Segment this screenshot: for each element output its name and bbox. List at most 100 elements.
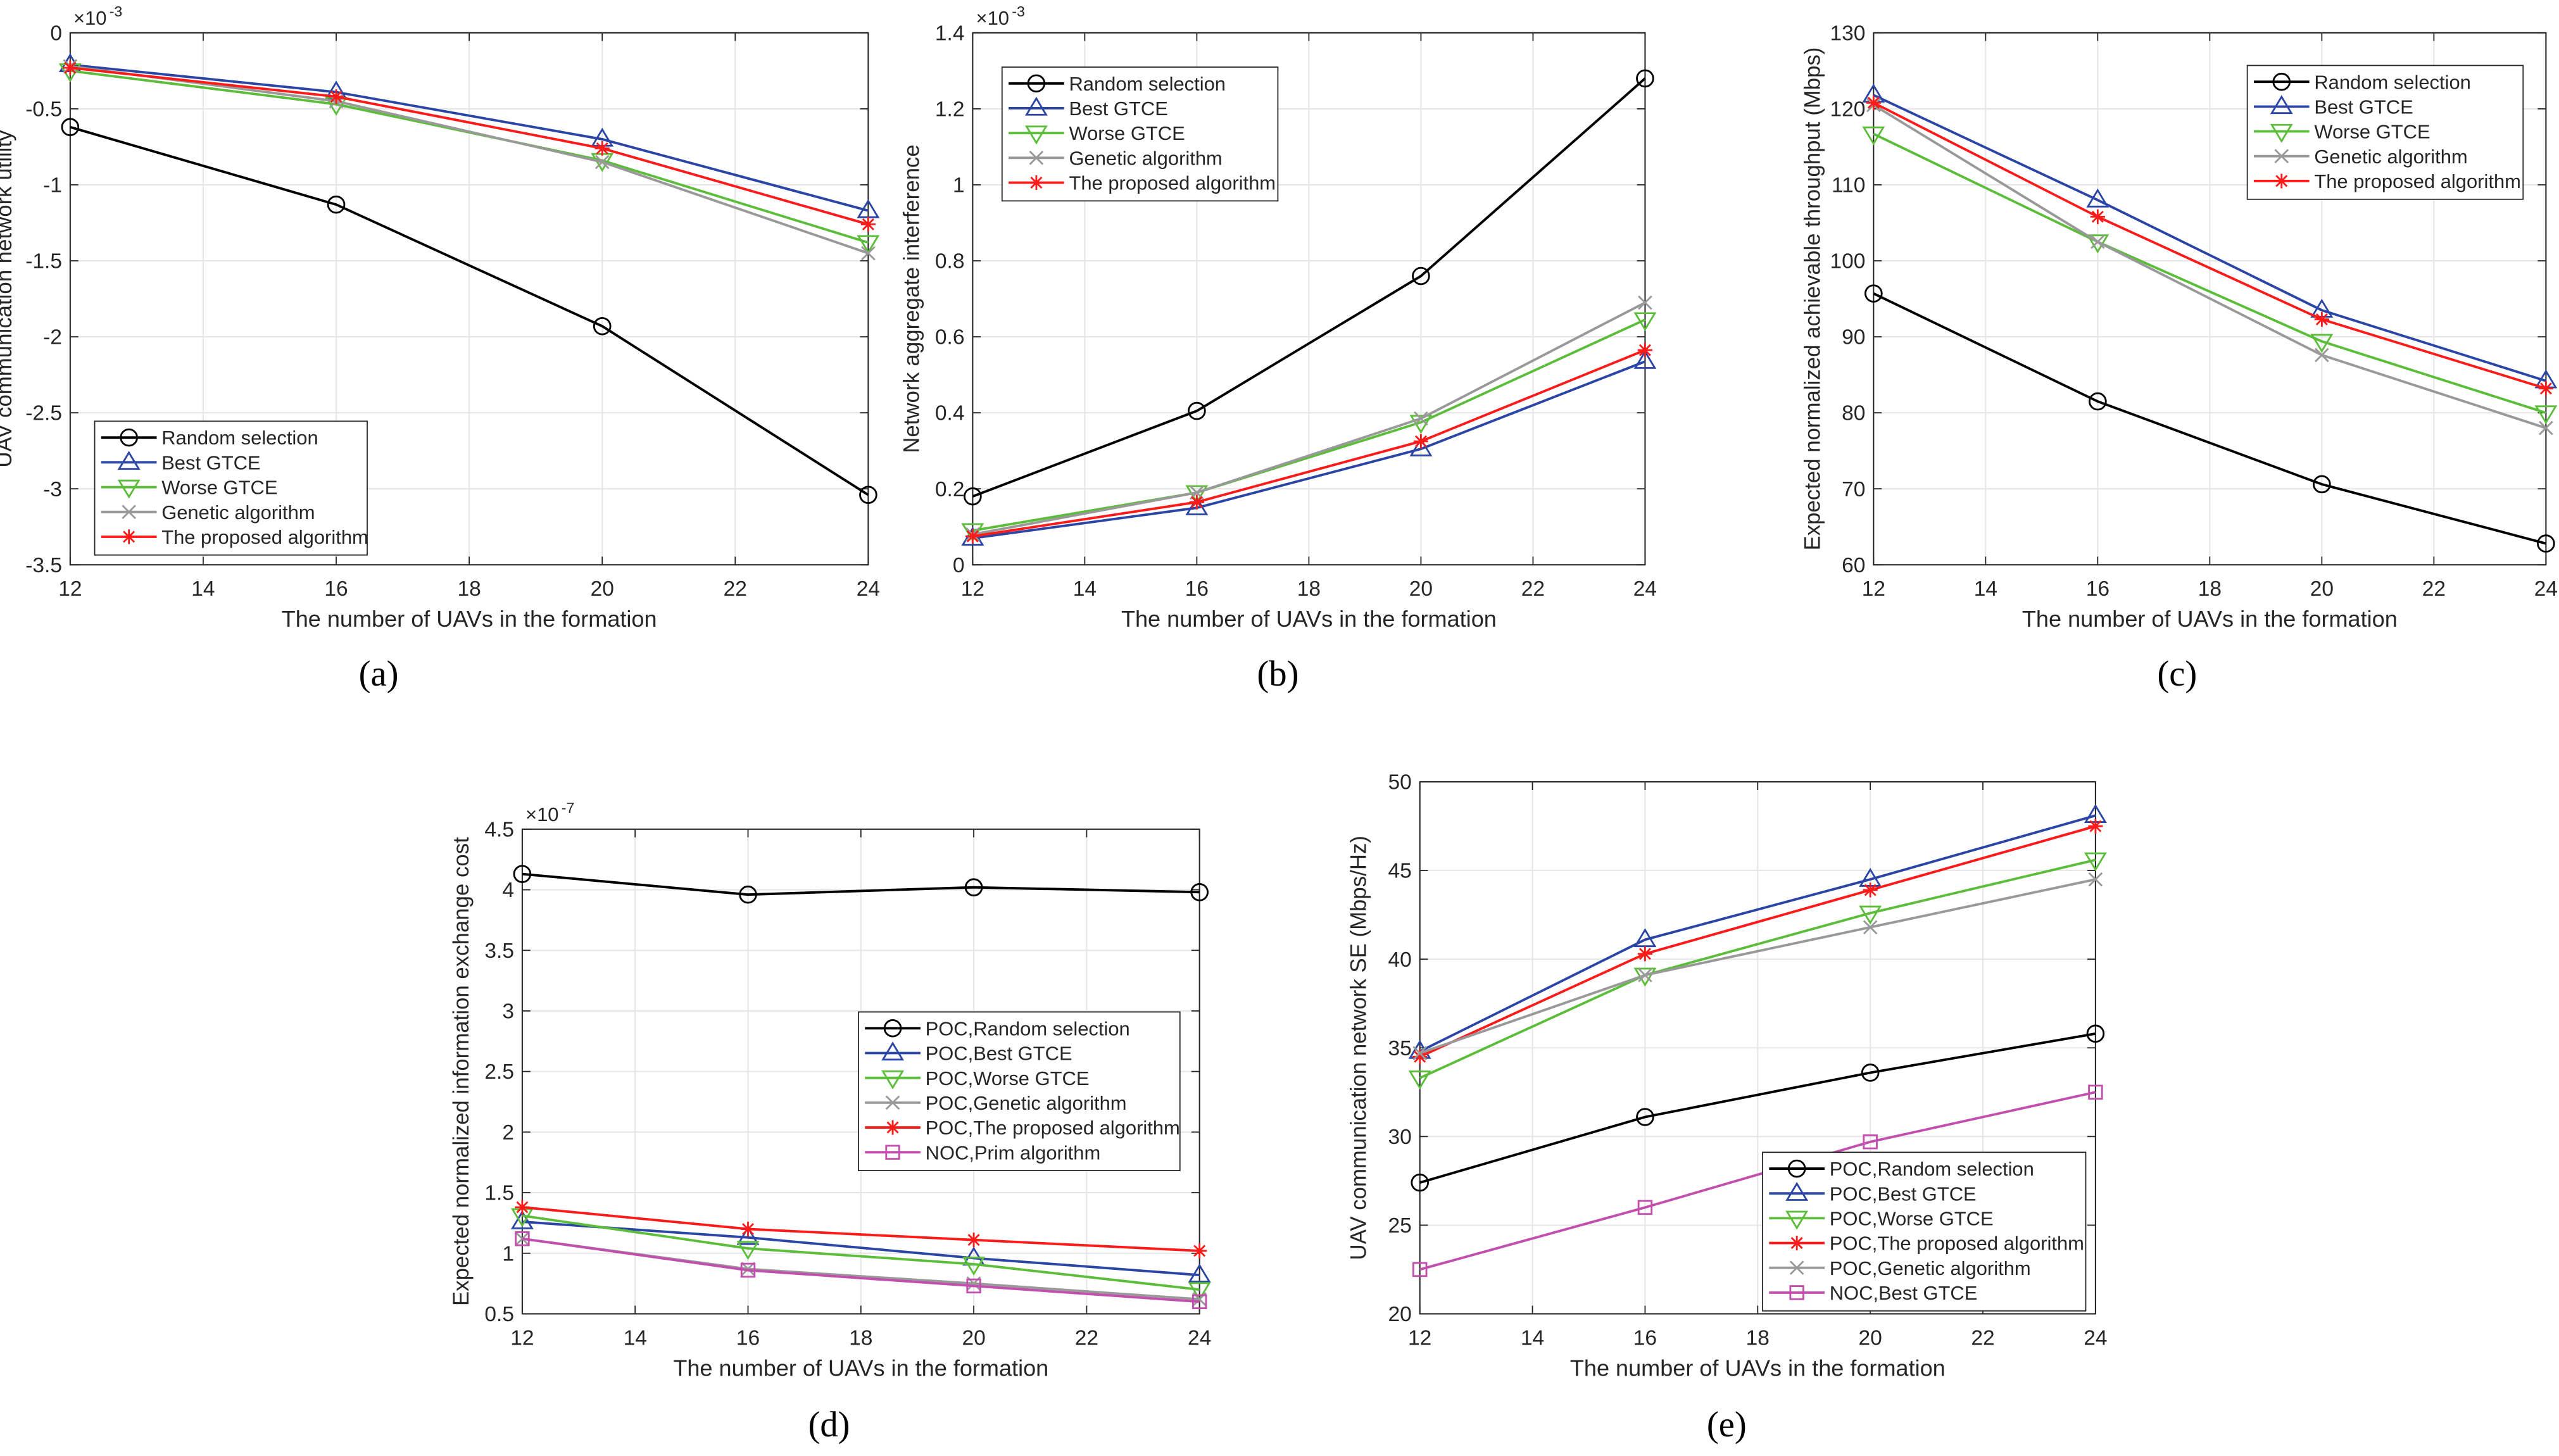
legend-entry: Random selection (1069, 73, 1226, 95)
y-tick-label: 1.4 (935, 22, 965, 45)
data-point (1864, 284, 1883, 303)
y-exponent-power: -7 (562, 800, 575, 816)
data-point (327, 195, 346, 214)
data-point (2088, 819, 2103, 834)
x-tick-label: 18 (849, 1326, 872, 1350)
data-point (2314, 311, 2329, 327)
legend-entry: Genetic algorithm (161, 501, 315, 524)
x-tick-label: 18 (457, 577, 481, 601)
legend-marker (120, 428, 138, 447)
x-tick-label: 24 (2084, 1326, 2107, 1350)
data-point (2091, 234, 2105, 249)
data-point (860, 217, 876, 232)
series-line (1419, 878, 2096, 1055)
legend-entry: POC,Best GTCE (1830, 1183, 1977, 1205)
legend-entry: NOC,Prim algorithm (926, 1141, 1101, 1164)
data-point (962, 1257, 986, 1276)
legend-marker (1789, 1235, 1804, 1251)
legend-entry: POC,Worse GTCE (1830, 1207, 1994, 1229)
y-tick-label: 50 (1388, 771, 1412, 794)
legend: POC,Random selection POC,Best GTCEPOC,Wor… (1762, 1152, 2087, 1312)
chart-b: 12 14 16 18 20 22 24 0 0.2 0.4 0.6 0.8 1 1.2 1.4 ×10 -3 T… (899, 3, 1657, 694)
x-tick-label: 24 (2534, 577, 2558, 601)
data-point (1633, 312, 1657, 332)
axes-box (69, 32, 869, 566)
y-tick-label: 4 (502, 879, 514, 902)
axes-box (1873, 32, 2547, 566)
series-line (1873, 292, 2546, 545)
y-axis-label: Network aggregate interference (899, 144, 924, 453)
legend-marker (2270, 95, 2293, 115)
legend: POC,Random selection POC,Best GTCEPOC,Wor… (858, 1011, 1181, 1172)
y-tick-label: 45 (1388, 860, 1412, 883)
series-line (1873, 101, 2546, 390)
data-point (61, 118, 80, 137)
series-line (1873, 94, 2546, 382)
y-tick-label: 2 (502, 1121, 514, 1145)
y-exponent: ×10 (525, 803, 558, 825)
x-tick-label: 24 (1633, 577, 1657, 601)
x-tick-label: 24 (1188, 1326, 1211, 1350)
y-tick-label: 0.5 (484, 1303, 514, 1326)
data-point (859, 486, 877, 505)
x-tick-label: 20 (962, 1326, 985, 1350)
y-tick-label: 0.4 (935, 402, 965, 425)
data-point (964, 487, 982, 506)
legend-marker (122, 505, 136, 520)
data-point (1861, 1064, 1880, 1082)
legend-entry: Random selection (2314, 71, 2471, 93)
legend-entry: Genetic algorithm (2314, 146, 2467, 168)
data-point (1636, 1108, 1654, 1126)
y-tick-label: -1.5 (25, 250, 62, 273)
x-tick-label: 18 (1746, 1326, 1770, 1350)
data-point (736, 1241, 760, 1260)
y-tick-label: 70 (1842, 478, 1865, 501)
y-tick-label: -1 (43, 174, 62, 198)
x-tick-label: 12 (1408, 1326, 1431, 1350)
y-tick-label: 0.8 (935, 250, 965, 273)
legend-marker (1029, 175, 1044, 191)
legend-entry: The proposed algorithm (1069, 172, 1276, 194)
y-tick-label: 0 (50, 22, 62, 45)
legend-marker (117, 451, 141, 470)
x-tick-label: 12 (961, 577, 984, 601)
y-tick-label: 30 (1388, 1126, 1412, 1149)
legend-marker (1789, 1285, 1804, 1300)
legend-marker (883, 1019, 902, 1038)
y-tick-label: 100 (1830, 250, 1866, 273)
series-line (522, 1221, 1200, 1277)
x-tick-label: 12 (58, 577, 82, 601)
data-point (513, 865, 532, 883)
legend-marker (885, 1145, 900, 1160)
series-line (972, 318, 1646, 532)
axes-box (972, 32, 1646, 566)
y-tick-label: 25 (1388, 1214, 1412, 1238)
x-axis-label: The number of UAVs in the formation (673, 1355, 1048, 1381)
subfigure-caption: (b) (1257, 654, 1298, 694)
y-tick-label: 40 (1388, 948, 1412, 972)
data-point (2088, 872, 2103, 887)
data-point (1412, 1049, 1428, 1064)
y-exponent-power: -3 (110, 3, 123, 20)
data-point (1637, 342, 1653, 358)
data-point (736, 1226, 760, 1245)
legend-marker (885, 1095, 900, 1110)
chart-e: 12 14 16 18 20 22 24 20 25 30 35 40 45 50 The number o… (1347, 771, 2108, 1445)
x-tick-label: 16 (2086, 577, 2109, 601)
data-point (857, 235, 880, 254)
data-point (1188, 1282, 1211, 1302)
chart-d: 12 14 16 18 20 22 24 0.5 1 1.5 2 2.5 3 3.5 4 4.5 ×10 -7 Th… (449, 800, 1211, 1445)
data-point (2534, 405, 2558, 425)
x-tick-label: 12 (1862, 577, 1885, 601)
y-tick-label: 1 (953, 174, 965, 198)
data-point (1863, 920, 1878, 935)
data-point (861, 246, 876, 261)
series-line (972, 301, 1646, 536)
y-tick-label: 60 (1842, 554, 1865, 577)
legend-marker (1785, 1210, 1809, 1230)
data-point (2315, 348, 2329, 363)
data-point (1633, 349, 1657, 369)
x-tick-label: 22 (1075, 1326, 1098, 1350)
